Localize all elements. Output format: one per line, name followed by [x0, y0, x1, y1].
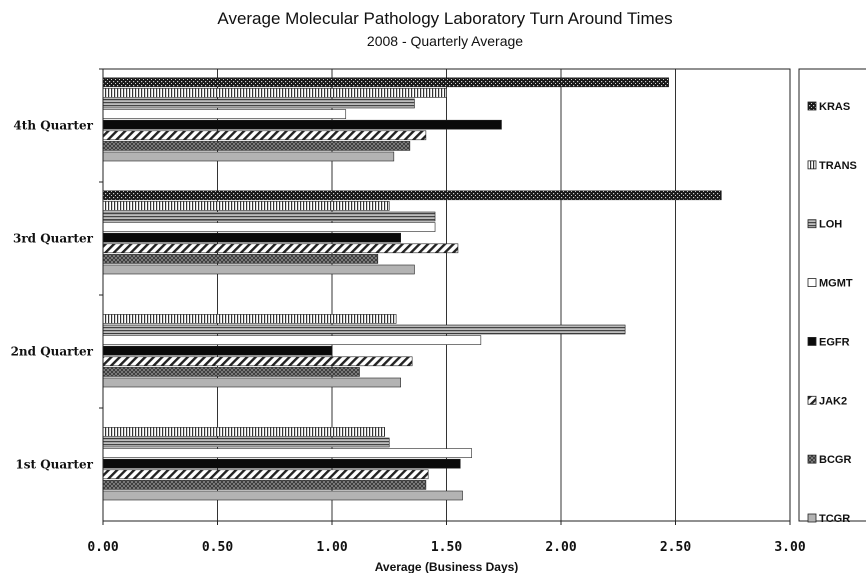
chart-title: Average Molecular Pathology Laboratory T… [217, 9, 672, 28]
legend-swatch-kras [807, 101, 817, 111]
bars [102, 77, 722, 501]
x-axis-title: Average (Business Days) [375, 560, 519, 573]
x-tick-label: 2.00 [545, 540, 576, 555]
bar-egfr [102, 119, 502, 130]
plot-area-frame [102, 68, 791, 522]
bar-loh [102, 437, 390, 448]
category-labels: 1st Quarter 2nd Quarter 3rd Quarter 4th Qua… [11, 119, 94, 472]
bar-trans [102, 88, 447, 98]
legend-label-egfr: EGFR [819, 336, 850, 348]
legend-swatch-tcgr [807, 513, 817, 523]
x-tick-label: 3.00 [774, 540, 805, 555]
legend-swatch-mgmt [807, 278, 817, 287]
x-tick-labels: 0.00 0.50 1.00 1.50 2.00 2.50 3.00 [87, 540, 805, 555]
legend-label-kras: KRAS [819, 101, 850, 113]
chart-subtitle: 2008 - Quarterly Average [367, 33, 523, 49]
bar-loh [102, 324, 626, 335]
legend-frame [798, 68, 866, 522]
bar-bcgr [102, 141, 411, 151]
bar-jak2 [102, 356, 413, 367]
bar-loh [102, 98, 415, 109]
bar-tcgr [102, 377, 402, 388]
legend-swatch-loh [807, 219, 817, 229]
bar-bcgr [102, 480, 427, 490]
bar-bcgr [102, 367, 360, 377]
bar-egfr [102, 458, 461, 469]
bar-tcgr [102, 264, 415, 275]
legend-swatch-jak2 [807, 395, 817, 405]
bar-tcgr [102, 151, 395, 162]
legend-swatch-trans [807, 160, 817, 170]
bar-loh [102, 211, 436, 222]
x-tick-label: 0.50 [202, 540, 233, 555]
bar-kras [102, 190, 722, 201]
bar-mgmt [102, 448, 472, 458]
legend: KRAS TRANS LOH MGMT EGFR JAK2 BCGR TCGR [807, 101, 857, 525]
legend-swatch-egfr [807, 337, 817, 346]
bar-jak2 [102, 243, 459, 254]
legend-swatch-bcgr [807, 454, 817, 464]
bar-trans [102, 201, 390, 211]
legend-label-tcgr: TCGR [819, 513, 850, 525]
bar-kras [102, 77, 669, 88]
x-tick-label: 1.50 [431, 540, 462, 555]
category-label: 3rd Quarter [13, 232, 94, 246]
legend-label-jak2: JAK2 [819, 395, 847, 407]
bar-egfr [102, 232, 402, 243]
bar-jak2 [102, 130, 427, 141]
category-label: 1st Quarter [15, 458, 93, 472]
bar-jak2 [102, 469, 429, 480]
bar-bcgr [102, 254, 379, 264]
x-tick-label: 1.00 [316, 540, 347, 555]
bar-mgmt [102, 222, 436, 232]
bar-tcgr [102, 490, 463, 501]
x-tick-label: 0.00 [87, 540, 118, 555]
category-label: 4th Quarter [13, 119, 93, 133]
category-label: 2nd Quarter [11, 345, 94, 359]
bar-egfr [102, 345, 333, 356]
legend-label-mgmt: MGMT [819, 278, 853, 290]
legend-label-bcgr: BCGR [819, 454, 851, 466]
legend-label-loh: LOH [819, 219, 842, 231]
bar-mgmt [102, 109, 347, 119]
legend-label-trans: TRANS [819, 160, 857, 172]
bar-mgmt [102, 335, 482, 345]
bar-trans [102, 314, 397, 324]
x-tick-label: 2.50 [660, 540, 691, 555]
bar-trans [102, 427, 385, 437]
